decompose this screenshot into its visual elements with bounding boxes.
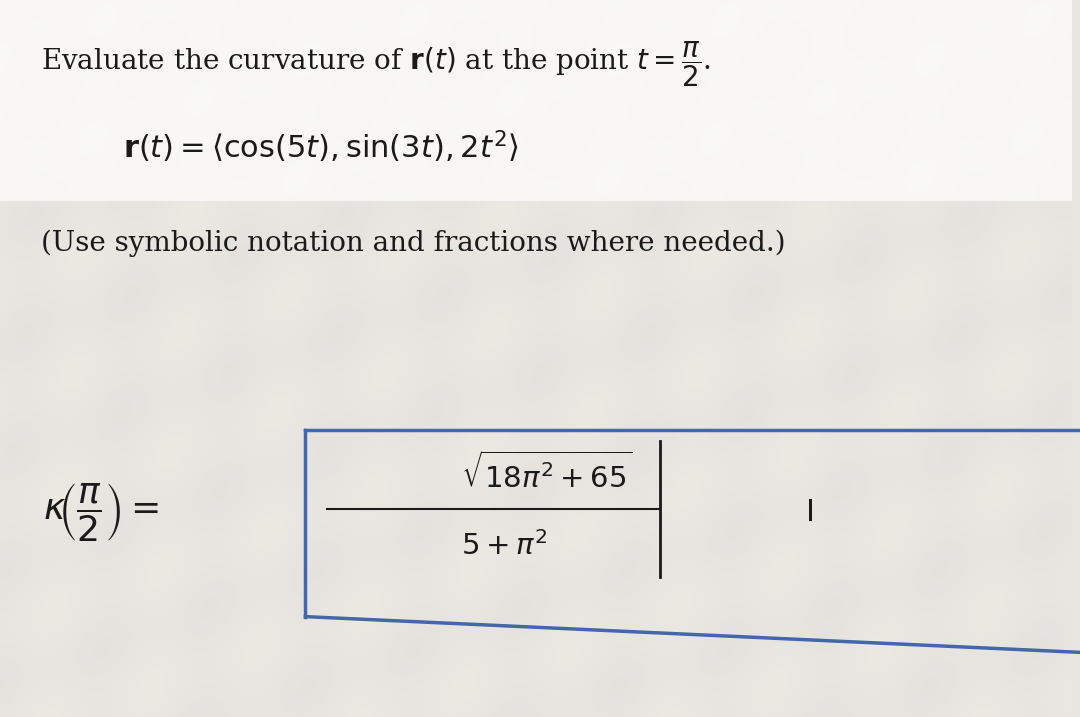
Text: $5 + \pi^2$: $5 + \pi^2$ (461, 531, 546, 561)
Text: $\sqrt{18\pi^2 + 65}$: $\sqrt{18\pi^2 + 65}$ (461, 452, 632, 494)
Text: $\kappa\!\left(\dfrac{\pi}{2}\right) = $: $\kappa\!\left(\dfrac{\pi}{2}\right) = $ (43, 482, 159, 543)
Text: $\mathrm{I}$: $\mathrm{I}$ (805, 497, 813, 528)
Bar (0, 0, 1071, 201)
Text: Evaluate the curvature of $\mathbf{r}(t)$ at the point $t = \dfrac{\pi}{2}$.: Evaluate the curvature of $\mathbf{r}(t)… (41, 39, 711, 89)
Text: $\mathbf{r}(t) = \left\langle \cos(5t), \sin(3t), 2t^2 \right\rangle$: $\mathbf{r}(t) = \left\langle \cos(5t), … (123, 129, 519, 166)
Text: (Use symbolic notation and fractions where needed.): (Use symbolic notation and fractions whe… (41, 229, 785, 257)
